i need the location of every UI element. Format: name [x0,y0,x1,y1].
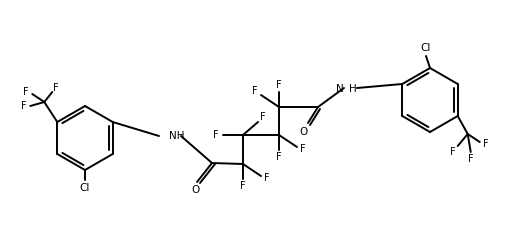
Text: O: O [192,185,200,195]
Text: F: F [450,147,456,157]
Text: F: F [53,83,59,93]
Text: Cl: Cl [80,183,90,193]
Text: Cl: Cl [421,43,431,53]
Text: NH: NH [169,131,184,141]
Text: F: F [483,139,488,149]
Text: N: N [336,84,344,94]
Text: F: F [276,80,282,90]
Text: F: F [276,152,282,162]
Text: F: F [300,144,306,154]
Text: O: O [300,127,308,137]
Text: F: F [468,154,473,164]
Text: F: F [240,181,246,191]
Text: F: F [23,87,29,97]
Text: F: F [21,101,27,111]
Text: F: F [264,173,270,183]
Text: F: F [260,112,266,122]
Text: F: F [213,130,219,140]
Text: F: F [252,86,258,96]
Text: H: H [349,84,357,94]
